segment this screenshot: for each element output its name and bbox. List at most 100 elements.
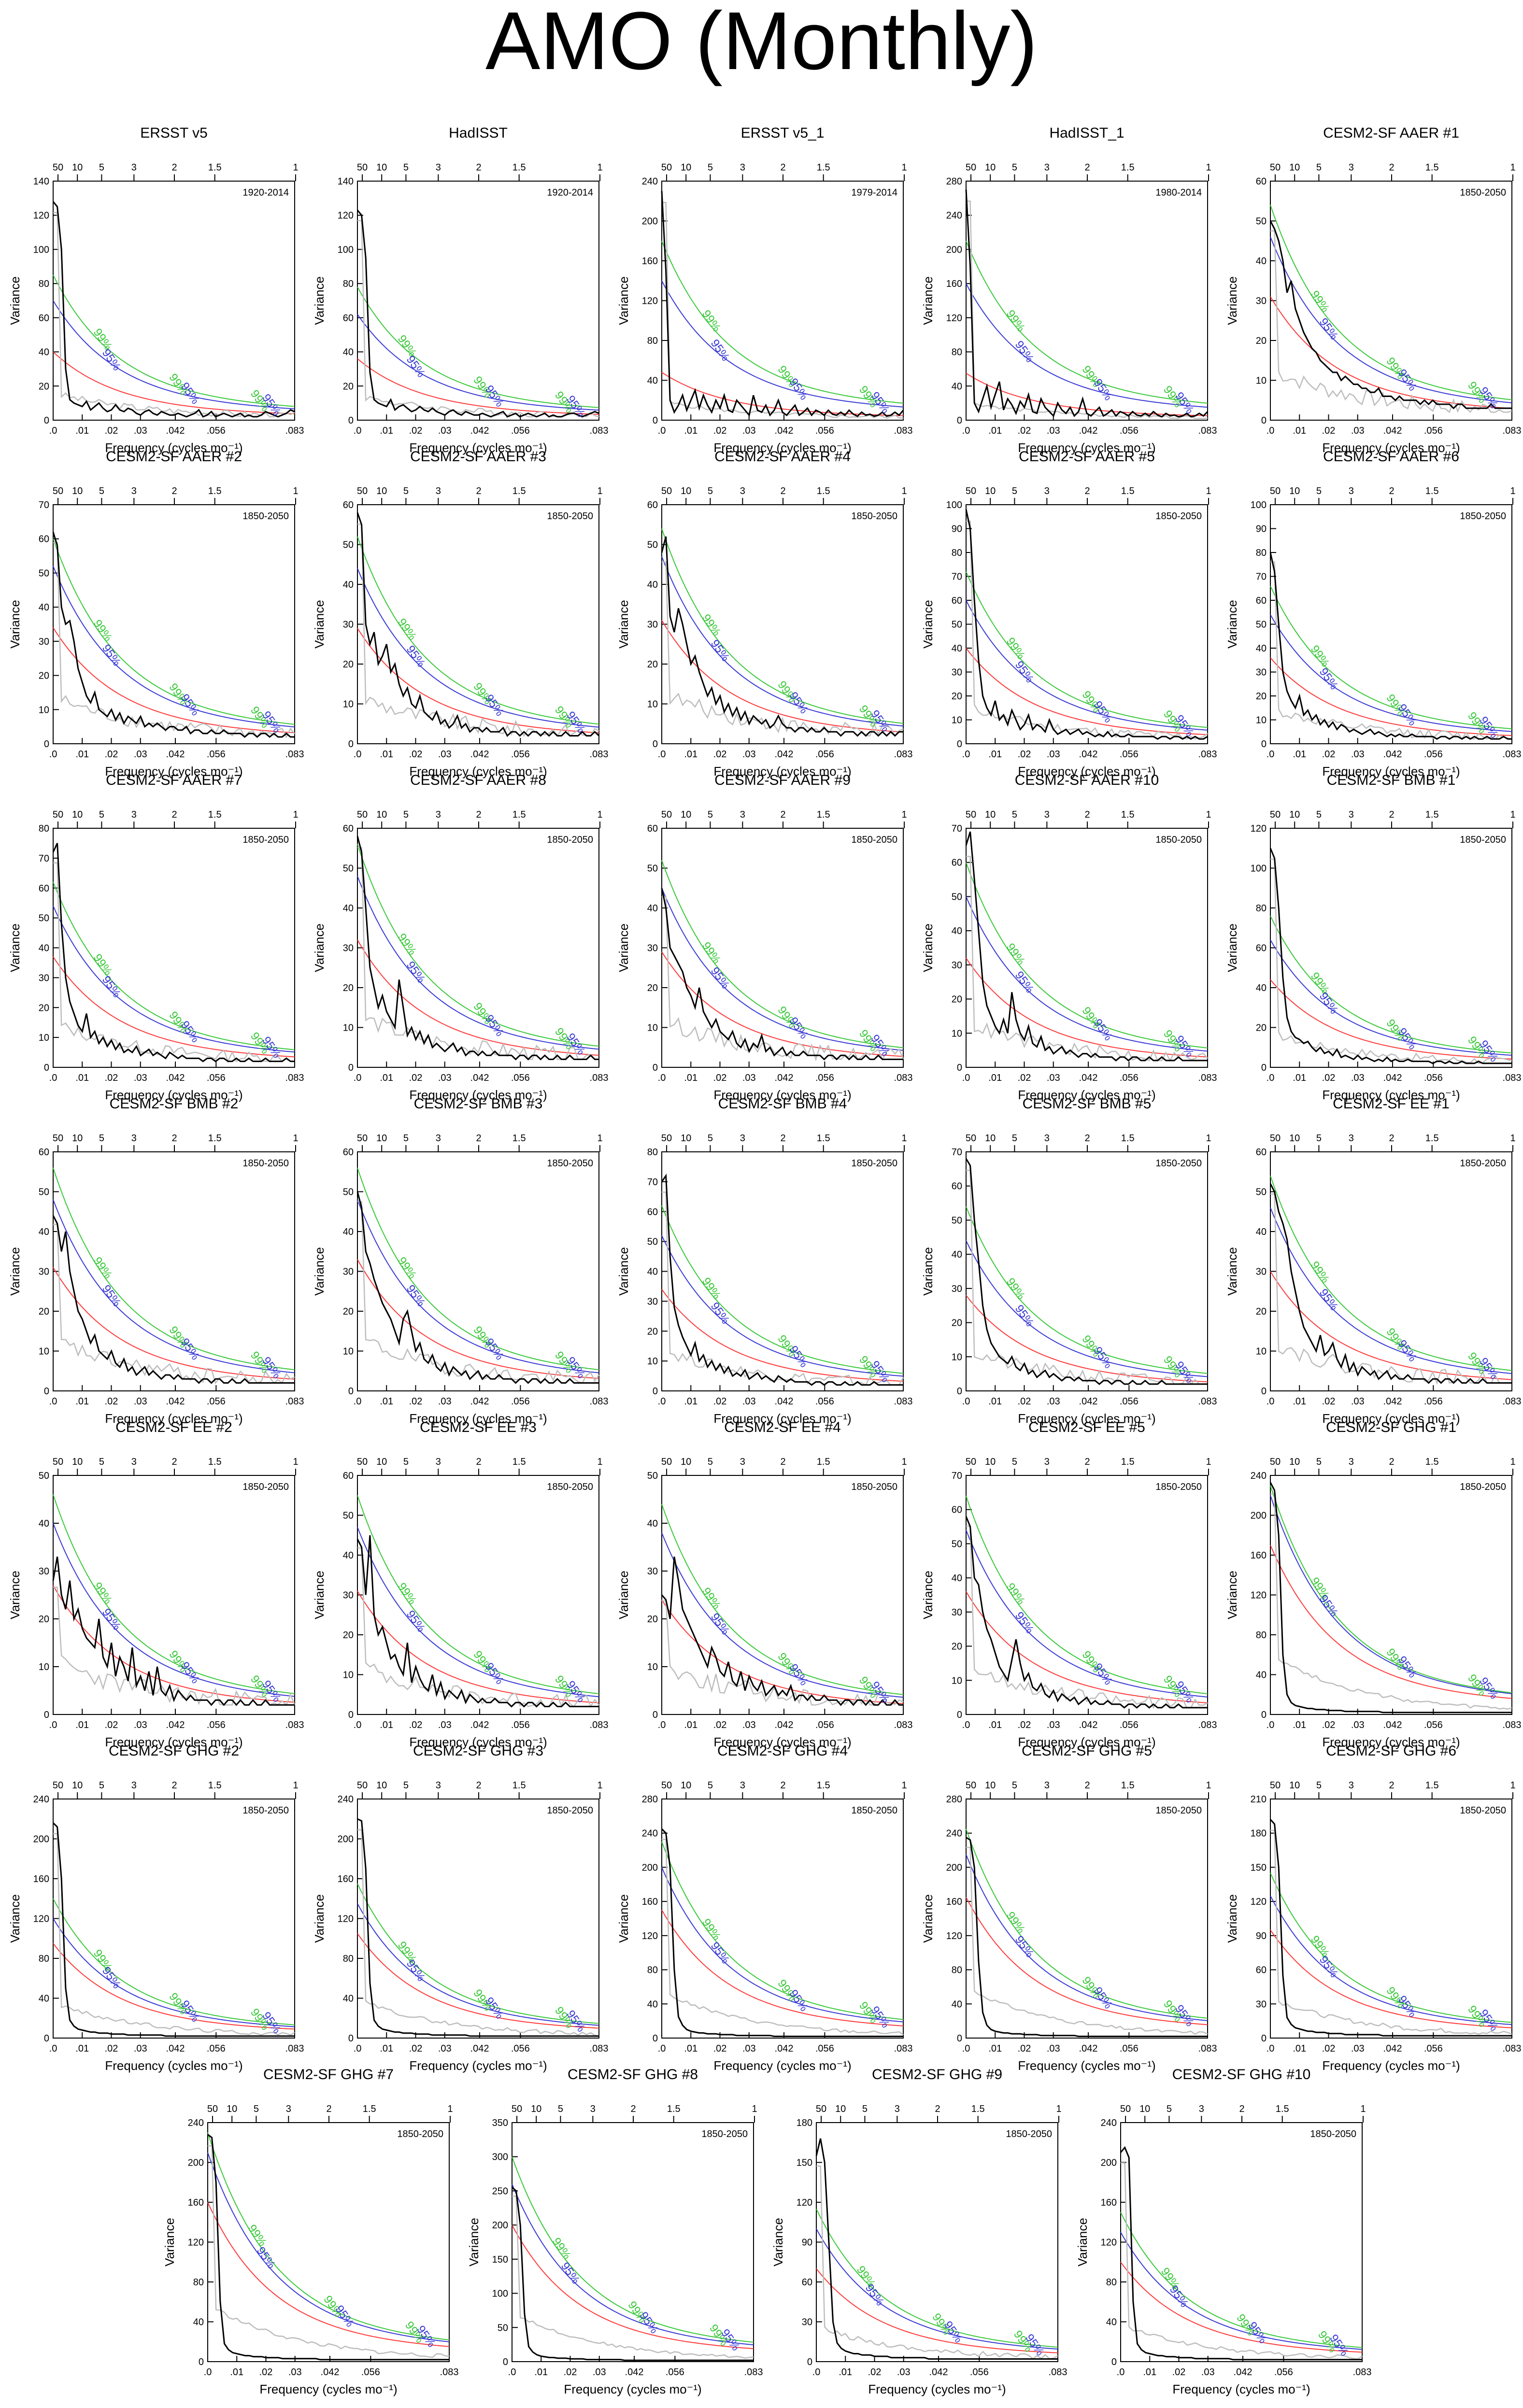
- plot-frame: [512, 2122, 754, 2362]
- top-tick-label: 10: [376, 809, 387, 820]
- y-tick-label: 70: [952, 1471, 962, 1481]
- x-tick-label: .03: [742, 1396, 756, 1407]
- x-tick-label: .02: [1172, 2367, 1186, 2378]
- top-tick-label: 1: [597, 809, 602, 820]
- y-tick-label: 0: [653, 1386, 658, 1397]
- top-tick-label: 2: [780, 486, 785, 496]
- top-tick-label: 1: [1360, 2104, 1366, 2114]
- top-tick-label: 5: [1012, 809, 1017, 820]
- top-tick-label: 1: [597, 162, 602, 173]
- y-tick-label: 50: [343, 864, 354, 874]
- conf95-label: 95%: [1317, 316, 1341, 342]
- top-tick-label: 1.5: [1121, 1457, 1135, 1467]
- y-tick-label: 120: [338, 211, 354, 221]
- y-axis-label: Variance: [616, 1571, 631, 1619]
- y-tick-label: 160: [1251, 1550, 1267, 1561]
- y-tick-label: 40: [1256, 256, 1267, 267]
- top-tick-label: 1: [1206, 1780, 1211, 1791]
- x-tick-label: .056: [207, 425, 226, 436]
- x-tick-label: .083: [590, 1720, 609, 1730]
- top-tick-label: 2: [1389, 1457, 1394, 1467]
- y-tick-label: 20: [952, 691, 962, 702]
- y-tick-label: 100: [1251, 500, 1267, 510]
- conf95-label: 95%: [1012, 1610, 1037, 1636]
- y-tick-label: 40: [952, 926, 962, 936]
- y-tick-label: 0: [807, 2357, 812, 2367]
- top-tick-label: 3: [286, 2104, 291, 2114]
- top-tick-label: 50: [661, 1457, 672, 1467]
- x-tick-label: .02: [713, 2043, 727, 2054]
- top-tick-label: 1: [901, 809, 907, 820]
- x-tick-label: .0: [1117, 2367, 1125, 2378]
- chart-panel: CESM2-SF GHG #8 50 10 5 3 2 1.5 1 1850-2050 .0 .01…: [467, 2067, 763, 2396]
- y-tick-label: 100: [1251, 864, 1267, 874]
- top-tick-label: 50: [966, 1780, 976, 1791]
- top-tick-label: 3: [131, 809, 137, 820]
- chart-panel: CESM2-SF GHG #9 50 10 5 3 2 1.5 1 1850-2050 .0 .01…: [771, 2067, 1067, 2396]
- x-tick-label: .01: [1293, 425, 1306, 436]
- top-tick-label: 2: [1084, 162, 1090, 173]
- top-tick-label: 50: [357, 1780, 368, 1791]
- top-tick-label: 5: [403, 1133, 409, 1144]
- plot-frame: [53, 504, 295, 744]
- x-tick-label: .042: [470, 1396, 489, 1407]
- y-tick-label: 20: [647, 659, 658, 670]
- y-tick-label: 40: [952, 381, 962, 392]
- y-tick-label: 70: [39, 500, 49, 510]
- chart-panel: CESM2-SF AAER #7 50 10 5 3 2 1.5 1 1850-2050 .0 .0…: [8, 772, 304, 1102]
- x-tick-label: .042: [166, 1073, 185, 1083]
- y-tick-label: 50: [39, 1187, 49, 1198]
- y-tick-label: 50: [498, 2323, 508, 2333]
- conf95-curve: [1270, 1495, 1512, 1695]
- top-tick-label: 50: [357, 1457, 368, 1467]
- y-tick-label: 50: [647, 864, 658, 874]
- top-tick-label: 50: [1270, 162, 1281, 173]
- x-tick-label: .03: [134, 1396, 147, 1407]
- y-tick-label: 30: [647, 620, 658, 630]
- red-noise-curve: [512, 2224, 754, 2350]
- y-tick-label: 10: [647, 1023, 658, 1034]
- chart-title: CESM2-SF GHG #4: [717, 1743, 848, 1759]
- x-tick-label: .042: [1383, 1396, 1402, 1407]
- ensemble-line: [53, 1833, 295, 2036]
- chart-panel: CESM2-SF AAER #5 50 10 5 3 2 1.5 1 1850-2050 .0 .0…: [921, 449, 1217, 779]
- top-tick-label: 1.5: [1425, 162, 1439, 173]
- x-tick-label: .042: [1383, 1073, 1402, 1083]
- top-tick-label: 10: [1289, 1457, 1300, 1467]
- y-tick-label: 10: [39, 1033, 49, 1043]
- top-tick-label: 5: [99, 1457, 104, 1467]
- y-tick-label: 160: [188, 2197, 204, 2208]
- top-tick-label: 5: [708, 1457, 713, 1467]
- top-tick-label: 1: [597, 1457, 602, 1467]
- x-tick-label: .01: [988, 425, 1002, 436]
- top-tick-label: 50: [1270, 809, 1281, 820]
- top-tick-label: 10: [72, 1133, 83, 1144]
- y-tick-label: 40: [39, 943, 49, 954]
- top-tick-label: 50: [357, 1133, 368, 1144]
- top-tick-label: 3: [1349, 1457, 1354, 1467]
- chart-title: CESM2-SF AAER #7: [106, 772, 242, 788]
- y-tick-label: 100: [946, 500, 962, 510]
- x-tick-label: .0: [962, 425, 970, 436]
- conf99-curve: [966, 241, 1208, 404]
- y-tick-label: 80: [193, 2277, 204, 2288]
- top-tick-label: 3: [131, 1457, 137, 1467]
- y-tick-label: 160: [946, 279, 962, 289]
- y-tick-label: 160: [642, 256, 658, 267]
- x-tick-label: .083: [1353, 2367, 1372, 2378]
- conf95-curve: [661, 1532, 904, 1698]
- top-tick-label: 1.5: [817, 486, 830, 496]
- spectrum-line: [1120, 2146, 1362, 2361]
- ensemble-line: [966, 1526, 1208, 1709]
- spectrum-line: [356, 210, 599, 418]
- top-tick-label: 2: [171, 1133, 177, 1144]
- x-tick-label: .056: [1120, 1396, 1139, 1407]
- chart-title: CESM2-SF BMB #5: [1023, 1096, 1152, 1112]
- x-tick-label: .01: [1293, 1396, 1306, 1407]
- top-tick-label: 5: [708, 809, 713, 820]
- top-tick-label: 3: [436, 162, 441, 173]
- y-tick-label: 60: [39, 534, 49, 545]
- conf95-label: 95%: [708, 637, 732, 664]
- conf95-curve: [661, 1867, 904, 2023]
- x-tick-label: .01: [75, 1073, 89, 1083]
